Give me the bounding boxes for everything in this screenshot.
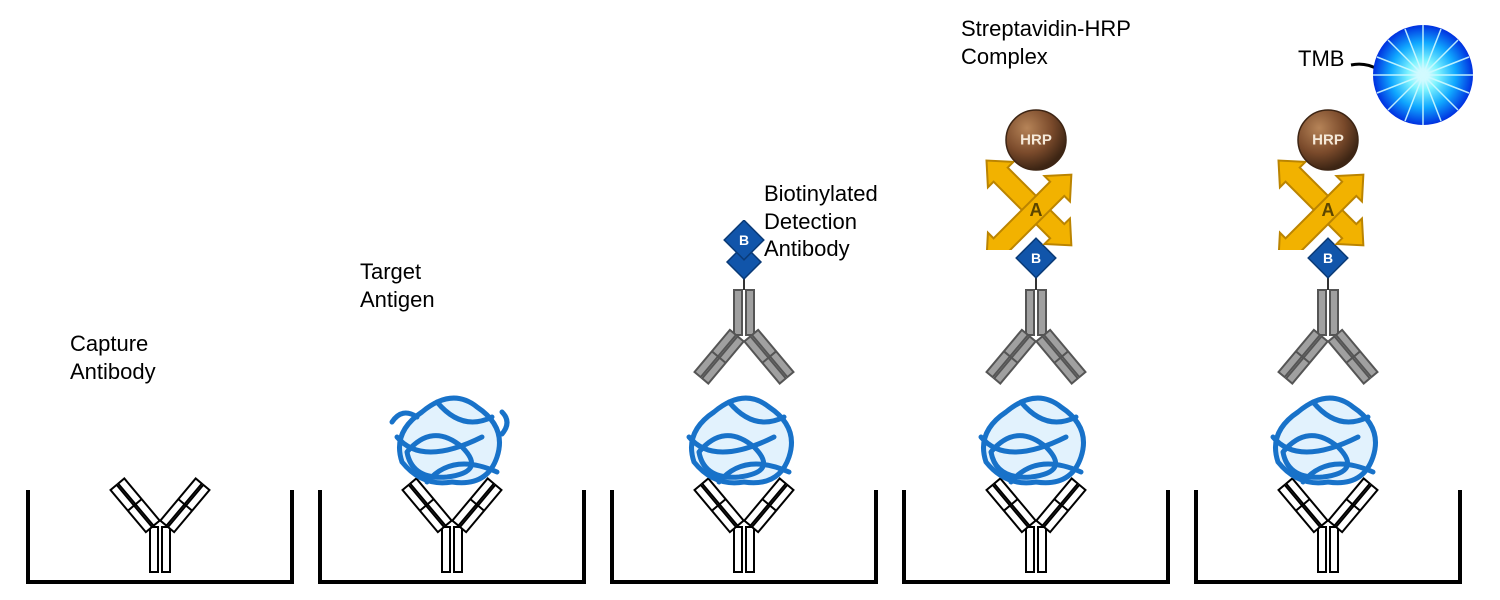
tmb-substrate-icon	[1368, 20, 1478, 130]
label-antigen: Target Antigen	[360, 258, 435, 313]
panel-1-capture: Capture Antibody	[20, 10, 300, 590]
biotin-icon: B	[724, 220, 764, 279]
svg-text:B: B	[739, 232, 749, 248]
elisa-diagram: Capture Antibody	[0, 0, 1500, 600]
label-tmb: TMB	[1298, 45, 1344, 73]
panel-4-strep-hrp: Streptavidin-HRP Complex	[896, 10, 1176, 590]
label-capture: Capture Antibody	[70, 330, 156, 385]
svg-text:HRP: HRP	[1312, 132, 1344, 149]
antigen-icon	[961, 382, 1111, 502]
capture-antibody-icon	[90, 462, 230, 582]
svg-text:HRP: HRP	[1020, 132, 1052, 149]
antigen-icon	[669, 382, 819, 502]
label-strep-hrp: Streptavidin-HRP Complex	[961, 15, 1131, 70]
antigen-icon	[377, 382, 527, 502]
panel-5-tmb: B A HRP TMB	[1188, 10, 1468, 590]
detection-antibody-icon: B	[664, 220, 824, 400]
antigen-icon	[1253, 382, 1403, 502]
panel-2-antigen: Target Antigen	[312, 10, 592, 590]
svg-text:A: A	[1322, 200, 1335, 220]
svg-text:A: A	[1030, 200, 1043, 220]
streptavidin-hrp-icon: A HRP	[956, 90, 1116, 250]
svg-text:B: B	[1031, 250, 1041, 266]
panel-3-detection: Biotinylated Detection Antibody	[604, 10, 884, 590]
svg-text:B: B	[1323, 250, 1333, 266]
